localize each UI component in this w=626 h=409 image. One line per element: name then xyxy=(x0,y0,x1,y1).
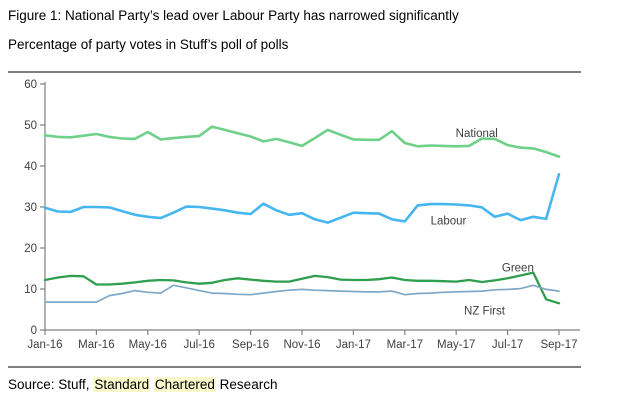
source-line: Source: Stuff, Standard Chartered Resear… xyxy=(8,377,618,392)
chart-canvas: 0 10 20 30 40 50 60 Jan-16 Mar-16 May-16 Jul-16 Sep… xyxy=(24,79,580,351)
series-line-nz-first xyxy=(44,284,560,303)
y-tick-label: 0 xyxy=(31,325,37,337)
series-label-labour: Labour xyxy=(431,216,467,228)
x-tick-label: Jan-17 xyxy=(336,339,371,351)
series-label-national: National xyxy=(456,128,498,140)
series-line-labour xyxy=(43,172,561,224)
series-line-green xyxy=(43,271,561,305)
x-tick-label: Mar-16 xyxy=(78,339,114,351)
separator-top xyxy=(8,71,581,73)
figure-subtitle: Percentage of party votes in Stuff’s pol… xyxy=(8,37,289,52)
x-tick-label: Mar-17 xyxy=(387,339,423,351)
x-tick-label: Sep-16 xyxy=(232,339,269,351)
series-line-national xyxy=(43,125,561,158)
separator-bottom xyxy=(8,366,581,368)
x-tick-label: May-16 xyxy=(129,339,167,351)
y-tick-label: 60 xyxy=(24,79,37,91)
source-suffix: Research xyxy=(215,377,278,392)
source-highlight-standard: Standard xyxy=(93,377,151,392)
series-label-nz-first: NZ First xyxy=(464,305,506,317)
x-tick-label: Jul-16 xyxy=(184,339,215,351)
x-tick-label: Jul-17 xyxy=(492,339,523,351)
chart-area: 0 10 20 30 40 50 60 Jan-16 Mar-16 May-16 Jul-16 Sep… xyxy=(0,70,626,366)
y-tick-label: 40 xyxy=(24,161,37,173)
source-prefix: Source: Stuff, xyxy=(8,377,94,392)
figure-title: Figure 1: National Party’s lead over Lab… xyxy=(8,8,459,23)
y-tick-label: 10 xyxy=(24,284,37,296)
y-tick-label: 30 xyxy=(24,202,37,214)
x-tick-label: Nov-16 xyxy=(283,339,320,351)
y-tick-label: 50 xyxy=(24,120,37,132)
x-tick-label: May-17 xyxy=(437,339,475,351)
source-highlight-chartered: Chartered xyxy=(153,377,216,392)
y-tick-label: 20 xyxy=(24,243,37,255)
x-tick-label: Sep-17 xyxy=(540,339,577,351)
x-tick-label: Jan-16 xyxy=(27,339,62,351)
series-label-green: Green xyxy=(502,263,534,275)
